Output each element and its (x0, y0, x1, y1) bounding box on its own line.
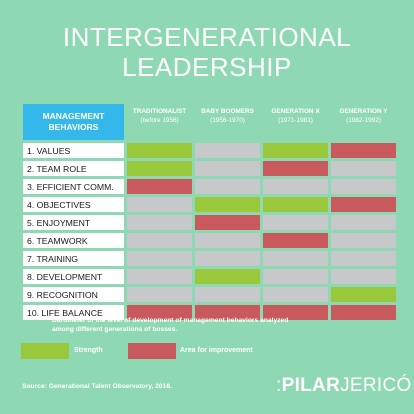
behavior-row: 7. TRAINING (23, 251, 396, 266)
rating-cell-improvement (331, 305, 396, 320)
rating-cell-improvement (263, 305, 328, 320)
generation-years: (1982-1992) (346, 117, 381, 124)
rating-cell-strength (195, 197, 260, 212)
rating-cell-improvement (127, 179, 192, 194)
behavior-row: 6. TEAMWORK (23, 233, 396, 248)
source-note: Source: Generational Talent Observatory,… (22, 383, 172, 390)
rating-cell-neutral (195, 287, 260, 302)
generation-name: TRADITIONALIST (132, 108, 187, 115)
rating-cell-improvement (263, 233, 328, 248)
rating-cell-strength (263, 143, 328, 158)
generation-name: BABY BOOMERS (201, 108, 254, 115)
caption-line-2: among different generations of bosses. (52, 326, 178, 333)
rating-cell-neutral (331, 251, 396, 266)
rating-cell-neutral (127, 197, 192, 212)
behavior-row: 2. TEAM ROLE (23, 161, 396, 176)
generation-years: (before 1956) (140, 117, 179, 124)
behavior-label: 3. EFFICIENT COMM. (23, 179, 124, 194)
generation-header-generation-x: GENERATION X (1971-1981) (263, 104, 328, 140)
rating-cell-strength (127, 161, 192, 176)
behavior-label: 6. TEAMWORK (23, 233, 124, 248)
rating-cell-strength (331, 287, 396, 302)
behavior-row: 4. OBJECTIVES (23, 197, 396, 212)
rating-cell-neutral (127, 233, 192, 248)
rating-cell-neutral (331, 161, 396, 176)
generation-years: (1956-1970) (210, 117, 245, 124)
behavior-label: 4. OBJECTIVES (23, 197, 124, 212)
generation-name: GENERATION X (271, 108, 320, 115)
rating-cell-strength (195, 269, 260, 284)
rating-cell-strength (127, 143, 192, 158)
page-title: INTERGENERATIONAL LEADERSHIP (0, 22, 414, 82)
header-main-line-2: BEHAVIORS (48, 122, 99, 132)
logo-regular: JERICÓ (340, 375, 412, 396)
behavior-row: 9. RECOGNITION (23, 287, 396, 302)
rating-cell-neutral (195, 179, 260, 194)
behavior-row: 8. DEVELOPMENT (23, 269, 396, 284)
generation-header-generation-y: GENERATION Y (1982-1992) (331, 104, 396, 140)
behavior-row: 5. ENJOYMENT (23, 215, 396, 230)
logo-bold: PILAR (281, 375, 341, 396)
rating-cell-neutral (127, 287, 192, 302)
rating-cell-neutral (331, 215, 396, 230)
behavior-label: 10. LIFE BALANCE (23, 305, 124, 320)
management-behaviors-header: MANAGEMENT BEHAVIORS (23, 104, 124, 140)
generation-name: GENERATION Y (339, 108, 388, 115)
rating-cell-neutral (127, 269, 192, 284)
rating-cell-neutral (331, 233, 396, 248)
caption-line-1: Barometer of the level of development of… (52, 317, 289, 324)
logo-prefix: : (276, 375, 282, 396)
rating-cell-neutral (263, 269, 328, 284)
header-row: MANAGEMENT BEHAVIORS TRADITIONALIST (bef… (23, 104, 396, 140)
title-line-1: INTERGENERATIONAL (62, 22, 352, 52)
behavior-label: 8. DEVELOPMENT (23, 269, 124, 284)
brand-logo: :PILARJERICÓ (276, 375, 412, 397)
rating-cell-improvement (127, 305, 192, 320)
rating-cell-improvement (263, 161, 328, 176)
rating-cell-strength (263, 197, 328, 212)
behavior-row: 3. EFFICIENT COMM. (23, 179, 396, 194)
generation-years: (1971-1981) (278, 117, 313, 124)
rating-cell-neutral (127, 251, 192, 266)
rating-cell-improvement (195, 305, 260, 320)
generation-header-baby-boomers: BABY BOOMERS (1956-1970) (195, 104, 260, 140)
behavior-label: 1. VALUES (23, 143, 124, 158)
rating-cell-neutral (195, 251, 260, 266)
rating-cell-neutral (263, 179, 328, 194)
legend-strength-label: Strength (74, 347, 103, 354)
rating-cell-improvement (331, 143, 396, 158)
rating-cell-neutral (263, 215, 328, 230)
rating-cell-neutral (195, 143, 260, 158)
behavior-row: 1. VALUES (23, 143, 396, 158)
rating-cell-improvement (331, 197, 396, 212)
behavior-label: 2. TEAM ROLE (23, 161, 124, 176)
rating-cell-neutral (195, 233, 260, 248)
legend-improvement-swatch (128, 343, 176, 359)
rating-cell-neutral (127, 215, 192, 230)
rating-cell-neutral (331, 179, 396, 194)
behavior-label: 7. TRAINING (23, 251, 124, 266)
behavior-label: 9. RECOGNITION (23, 287, 124, 302)
rating-cell-neutral (331, 269, 396, 284)
rating-cell-neutral (195, 161, 260, 176)
rating-cell-improvement (195, 215, 260, 230)
rating-cell-neutral (263, 251, 328, 266)
behavior-row: 10. LIFE BALANCE (23, 305, 396, 320)
caption: Barometer of the level of development of… (52, 316, 288, 334)
generation-header-traditionalist: TRADITIONALIST (before 1956) (127, 104, 192, 140)
rating-cell-neutral (263, 287, 328, 302)
legend-strength-swatch (21, 343, 69, 359)
title-line-2: LEADERSHIP (122, 52, 292, 82)
behavior-label: 5. ENJOYMENT (23, 215, 124, 230)
header-main-line-1: MANAGEMENT (42, 111, 105, 121)
behavior-matrix: MANAGEMENT BEHAVIORS TRADITIONALIST (bef… (20, 101, 399, 323)
legend-improvement-label: Area for improvement (180, 347, 253, 354)
